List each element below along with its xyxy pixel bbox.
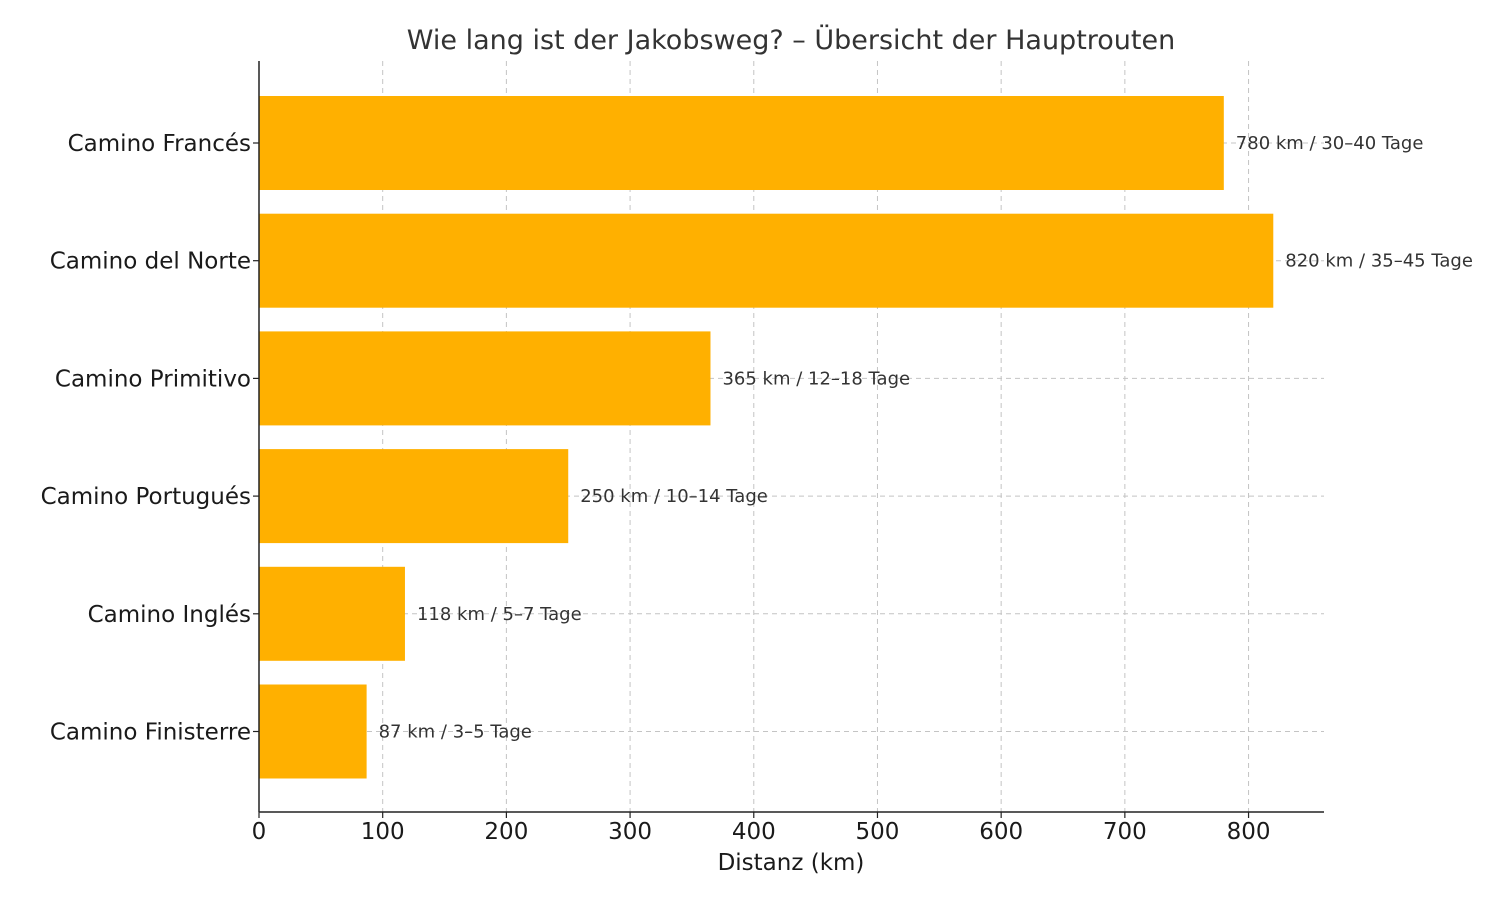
- x-tick-label: 0: [252, 819, 267, 845]
- chart-title: Wie lang ist der Jakobsweg? – Übersicht …: [407, 24, 1175, 56]
- category-label: Camino Francés: [68, 131, 251, 157]
- bar: [259, 449, 569, 544]
- axes-layer: [253, 61, 1324, 818]
- category-label: Camino Inglés: [88, 602, 251, 628]
- x-tick-label: 500: [856, 819, 900, 845]
- bar: [259, 213, 1274, 308]
- x-tick-label: 800: [1227, 819, 1271, 845]
- category-label: Camino Portugués: [41, 484, 251, 510]
- x-axis-label: Distanz (km): [718, 850, 865, 876]
- data-label: 87 km / 3–5 Tage: [379, 722, 532, 743]
- bar: [259, 331, 711, 426]
- data-label: 365 km / 12–18 Tage: [722, 368, 910, 389]
- x-tick-label: 100: [361, 819, 405, 845]
- x-tick-label: 700: [1103, 819, 1147, 845]
- bars-layer: [259, 96, 1274, 779]
- x-tick-label: 400: [732, 819, 776, 845]
- data-label: 250 km / 10–14 Tage: [580, 486, 768, 507]
- category-label: Camino del Norte: [50, 249, 251, 275]
- category-label: Camino Finisterre: [50, 720, 251, 746]
- category-label: Camino Primitivo: [55, 366, 251, 392]
- labels-layer: 0 100 200 300 400 500 600 700 800 Camino Francés C…: [41, 131, 1473, 845]
- bar: [259, 96, 1224, 190]
- data-label: 118 km / 5–7 Tage: [417, 604, 582, 625]
- bar: [259, 684, 367, 779]
- bar: [259, 566, 405, 661]
- x-tick-label: 300: [608, 819, 652, 845]
- data-label: 780 km / 30–40 Tage: [1236, 133, 1424, 154]
- x-tick-label: 200: [484, 819, 528, 845]
- data-label: 820 km / 35–45 Tage: [1285, 251, 1473, 272]
- x-tick-label: 600: [979, 819, 1023, 845]
